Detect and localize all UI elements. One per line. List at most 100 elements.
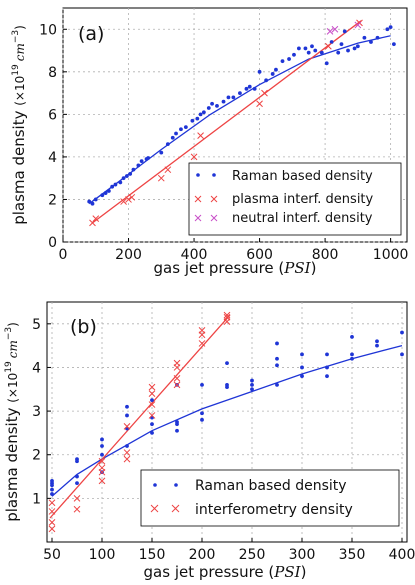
panel-b-series-0-point-39 [300,365,304,370]
panel-b-xtick-label-0: 50 [43,547,61,563]
panel-a-series-0-point-51 [329,40,334,44]
panel-a-xtick-label-5: 1000 [373,247,409,263]
panel-a-series-0-point-59 [369,40,373,44]
panel-b-series-1-point-13 [148,412,156,419]
panel-a-series-0-point-1 [90,201,95,206]
panel-a-series-0-point-18 [165,142,170,147]
panel-b-label: (b) [70,316,97,338]
panel-b-series-0-point-29 [225,383,229,387]
panel-a-series-0-point-8 [118,180,123,185]
panel-b-series-1-point-26 [223,311,231,319]
legend-interferometry-b-marker [150,504,180,513]
panel-a-series-0-point-19 [170,135,175,140]
panel-a-series-0-point-63 [391,42,396,47]
panel-a-series-0-point-40 [274,67,278,72]
panel-a-series-1-point-11 [325,42,332,50]
panel-a-ylabel: plasma density (×1019cm−3) [10,25,28,225]
panel-b-fit-line-1 [49,314,231,519]
panel-b-xlabel: gas jet pressure (PSI) [144,563,307,581]
panel-b-series-0-point-5 [75,481,79,485]
panel-a-series-0-point-54 [342,29,347,34]
panel-b-series-0-point-4 [50,479,54,483]
panel-a-series-0-point-57 [355,44,360,49]
panel-a-series-1-point-7 [190,153,198,161]
panel-b-series-1-point-16 [148,383,156,391]
panel-b-fit-lines [49,314,403,519]
panel-a-series-0-point-12 [131,167,136,172]
legend-neutral-interf-a: neutral interf. density [194,211,373,226]
panel-b-series-0-point-36 [275,356,279,361]
panel-b-series-1-point-9 [98,457,106,465]
panel-b-xtick-label-5: 300 [289,547,316,563]
panel-b-series-1-point-8 [98,464,106,472]
panel-b-series-0-point-25 [200,417,204,422]
panel-b-ytick-label-4: 5 [32,317,41,333]
panel-a-xtick-label-4: 800 [312,247,339,263]
panel-a-series-0-point-39 [270,72,275,76]
panel-b-series-0-point-40 [300,352,304,357]
panel-b-series-0-point-27 [200,383,204,387]
panel-b-series-0-point-45 [350,352,354,357]
panel-a-xtick-label-2: 400 [181,247,208,263]
panel-b-xtick-label-3: 200 [189,547,216,563]
panel-b-series-0-point-8 [75,457,79,461]
panel-a-fit-line-0 [88,35,391,205]
panel-a-ytick-label-5: 10 [39,22,57,38]
panel-a-series-0-point-0 [87,199,92,204]
panel-b-series-1-point-2 [48,508,56,515]
legend-plasma-interf-a: plasma interf. density [194,192,374,207]
panel-b-series-0-point-43 [325,352,329,357]
panel-a-series-0-point-49 [319,50,324,55]
panel-a-ytick-label-0: 0 [48,235,57,251]
panel-b-series-0-point-44 [350,356,354,361]
panel-a-series-1-point-3 [125,196,132,203]
panel-b-ylabel: plasma density (×1019cm−3) [3,322,21,522]
panel-a-series-0-point-52 [336,50,341,55]
panel-a-tick-labels: 0 200 400 600 800 1000 0 2 4 6 8 10 [39,22,408,263]
panel-a-fit-lines [88,20,391,224]
panel-a-series-0-point-42 [287,57,291,61]
panel-a-series-0-point-47 [310,44,314,49]
panel-b-series-1-point-23 [198,327,206,334]
panel-b-series-1-point-20 [173,359,181,367]
panel-a-series-0-point-58 [362,35,367,40]
panel-b-xtick-label-1: 100 [89,547,116,563]
panel-a-legend-box [188,162,402,236]
panel-a-series-0-point-44 [296,46,301,51]
panel-b-series-0-point-48 [375,339,379,344]
panel-a-series-0-point-37 [257,69,262,74]
panel-a-series-0-point-45 [303,46,308,51]
panel-a-series-0-point-17 [159,150,164,155]
panel-a-series-0-point-33 [238,91,242,95]
panel-a-series-0-point-2 [93,197,98,202]
panel-a-series-0-point-56 [352,46,357,51]
panel-a-series-2-point-2 [354,21,362,29]
panel-b-series-1-point-1 [48,519,56,526]
panel-a-series-0-point-36 [252,86,257,91]
panel-a-series-0-point-41 [280,59,285,64]
panel-b-ytick-label-3: 4 [32,360,41,376]
panel-b-tick-labels: 50 100 150 200 250 300 350 400 1 2 3 4 5 [32,317,415,563]
panel-b-chart: 50 100 150 200 250 300 350 400 1 2 3 4 5 (b) Raman b… [3,301,415,581]
panel-b-series-1-point-11 [123,449,131,456]
panel-b-series-1-point-17 [173,381,181,389]
panel-b-data-points [48,311,404,533]
panel-b-series-0-point-17 [150,431,154,435]
panel-a-xtick-label-0: 0 [59,247,68,263]
legend-interferometry-b-label: interferometry density [195,502,353,518]
panel-a-legend: Raman based density plasma interf. densi… [188,162,402,236]
panel-a-series-1-point-4 [128,193,136,201]
panel-a-series-0-point-11 [128,172,133,176]
panel-b-series-1-point-0 [48,525,56,533]
panel-b-series-0-point-41 [325,374,329,379]
panel-b-series-1-point-14 [148,401,156,408]
panel-b-legend: Raman based density interferometry densi… [140,469,400,527]
panel-b-series-0-point-47 [375,343,379,348]
panel-a-series-1-point-8 [197,132,204,139]
panel-a-series-0-point-9 [121,176,126,181]
panel-b-series-0-point-16 [125,404,129,409]
panel-a-series-0-point-38 [264,78,269,83]
panel-b-xtick-label-4: 250 [239,547,266,563]
panel-b-ytick-label-2: 3 [32,404,41,420]
panel-a-series-0-point-55 [346,48,350,53]
